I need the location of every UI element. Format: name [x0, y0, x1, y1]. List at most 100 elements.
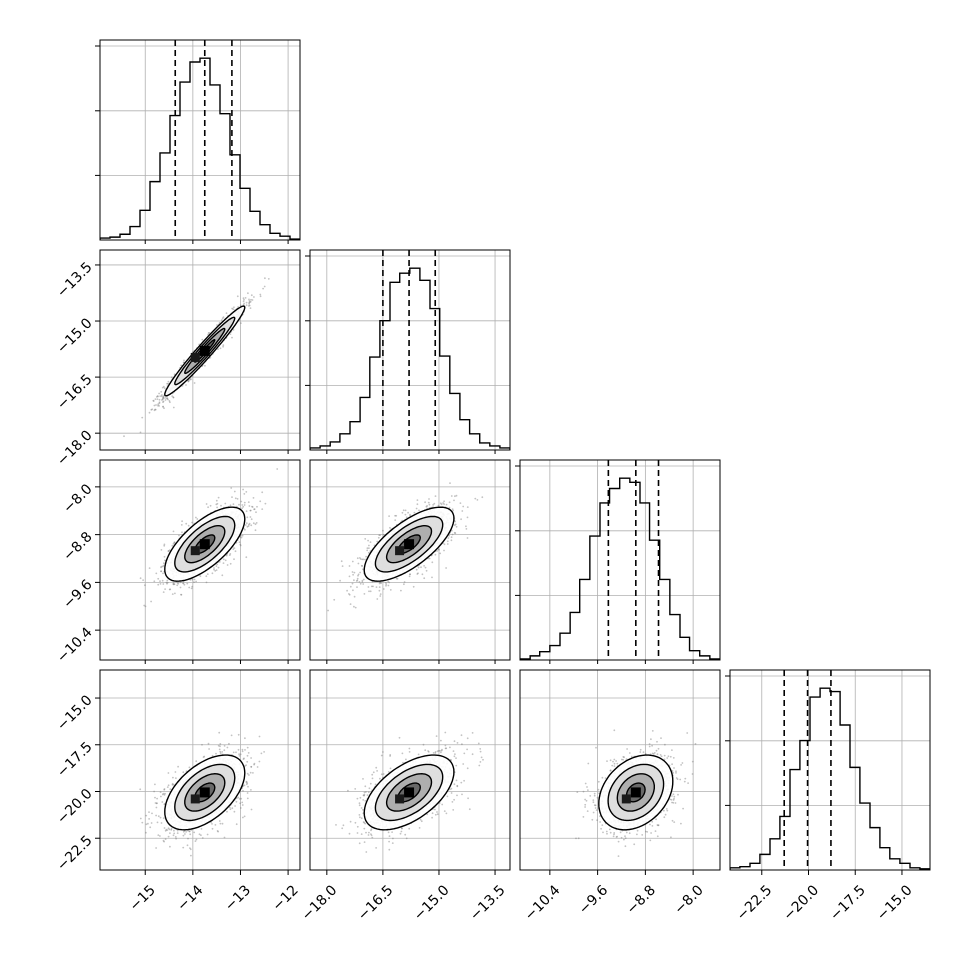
sample-point	[246, 525, 249, 528]
sample-point	[148, 567, 151, 569]
sample-point	[162, 406, 164, 408]
sample-point	[191, 578, 194, 581]
sample-point	[241, 507, 244, 510]
sample-point	[256, 505, 258, 508]
sample-point	[199, 575, 202, 578]
sample-point	[244, 737, 246, 740]
density-peak	[199, 345, 210, 356]
sample-point	[172, 406, 175, 409]
sample-point	[233, 558, 235, 561]
sample-point	[242, 304, 245, 306]
sample-point	[367, 539, 369, 542]
sample-point	[362, 583, 365, 585]
sample-point	[150, 408, 153, 411]
sample-point	[169, 401, 171, 404]
sample-point	[173, 583, 175, 586]
sample-point	[161, 399, 163, 401]
sample-point	[261, 508, 264, 510]
sample-point	[389, 526, 391, 529]
sample-point	[186, 844, 189, 847]
sample-point	[259, 295, 262, 298]
sample-point	[229, 562, 232, 565]
sample-point	[217, 744, 220, 747]
sample-point	[248, 300, 251, 302]
sample-point	[166, 579, 169, 582]
sample-point	[244, 749, 246, 751]
sample-point	[162, 817, 165, 820]
sample-point	[221, 574, 224, 577]
sample-point	[240, 500, 243, 503]
sample-point	[187, 380, 190, 383]
sample-point	[248, 303, 251, 305]
sample-point	[221, 317, 224, 320]
sample-point	[354, 606, 357, 609]
sample-point	[151, 812, 153, 815]
sample-point	[421, 573, 424, 576]
sample-point	[226, 746, 229, 749]
sample-point	[434, 495, 437, 497]
sample-point	[162, 395, 165, 398]
sample-point	[185, 522, 188, 525]
sample-point	[420, 566, 422, 569]
sample-point	[409, 573, 411, 576]
sample-point	[377, 536, 380, 539]
sample-point	[246, 782, 249, 785]
sample-point	[245, 304, 248, 307]
sample-point	[230, 734, 233, 737]
sample-point	[253, 296, 255, 298]
sample-point	[242, 300, 245, 303]
sample-point	[237, 306, 240, 308]
panel-frame	[309, 459, 511, 661]
panel-frame	[729, 669, 931, 871]
sample-point	[241, 804, 244, 806]
sample-point	[445, 567, 447, 569]
sample-point	[207, 332, 210, 334]
sample-point	[250, 524, 253, 527]
sample-point	[433, 502, 436, 505]
sample-point	[154, 783, 156, 786]
sample-point	[158, 405, 161, 407]
sample-point	[188, 586, 191, 589]
sample-point	[360, 564, 363, 567]
sample-point	[431, 576, 433, 579]
sample-point	[215, 569, 218, 571]
sample-point	[378, 582, 381, 585]
sample-point	[237, 796, 240, 799]
sample-point	[361, 565, 364, 567]
sample-point	[439, 502, 442, 505]
sample-point	[157, 583, 160, 586]
sample-point	[453, 524, 456, 527]
sample-point	[180, 593, 182, 596]
sample-point	[183, 359, 185, 362]
sample-point	[142, 579, 145, 581]
density-peak	[190, 546, 200, 556]
sample-point	[355, 580, 358, 582]
sample-point	[368, 547, 370, 549]
sample-point	[382, 588, 385, 590]
sample-point	[170, 376, 173, 379]
sample-point	[253, 763, 256, 766]
sample-point	[244, 528, 246, 531]
sample-point	[387, 580, 390, 583]
sample-point	[160, 570, 162, 573]
sample-point	[245, 301, 248, 304]
sample-point	[394, 519, 397, 521]
sample-point	[432, 504, 434, 506]
panel-frame	[309, 249, 511, 451]
sample-point	[163, 562, 165, 565]
sample-point	[259, 293, 262, 296]
sample-point	[163, 407, 165, 410]
sample-point	[211, 572, 214, 575]
sample-point	[248, 505, 251, 507]
sample-point	[156, 395, 159, 397]
sample-point	[341, 565, 344, 567]
sample-point	[415, 568, 418, 571]
sample-point	[353, 571, 356, 574]
histogram-line	[520, 477, 720, 660]
sample-point	[437, 504, 440, 507]
sample-point	[423, 565, 425, 567]
sample-point	[164, 838, 167, 840]
sample-point	[238, 503, 240, 506]
sample-point	[434, 553, 437, 556]
sample-point	[206, 573, 209, 575]
